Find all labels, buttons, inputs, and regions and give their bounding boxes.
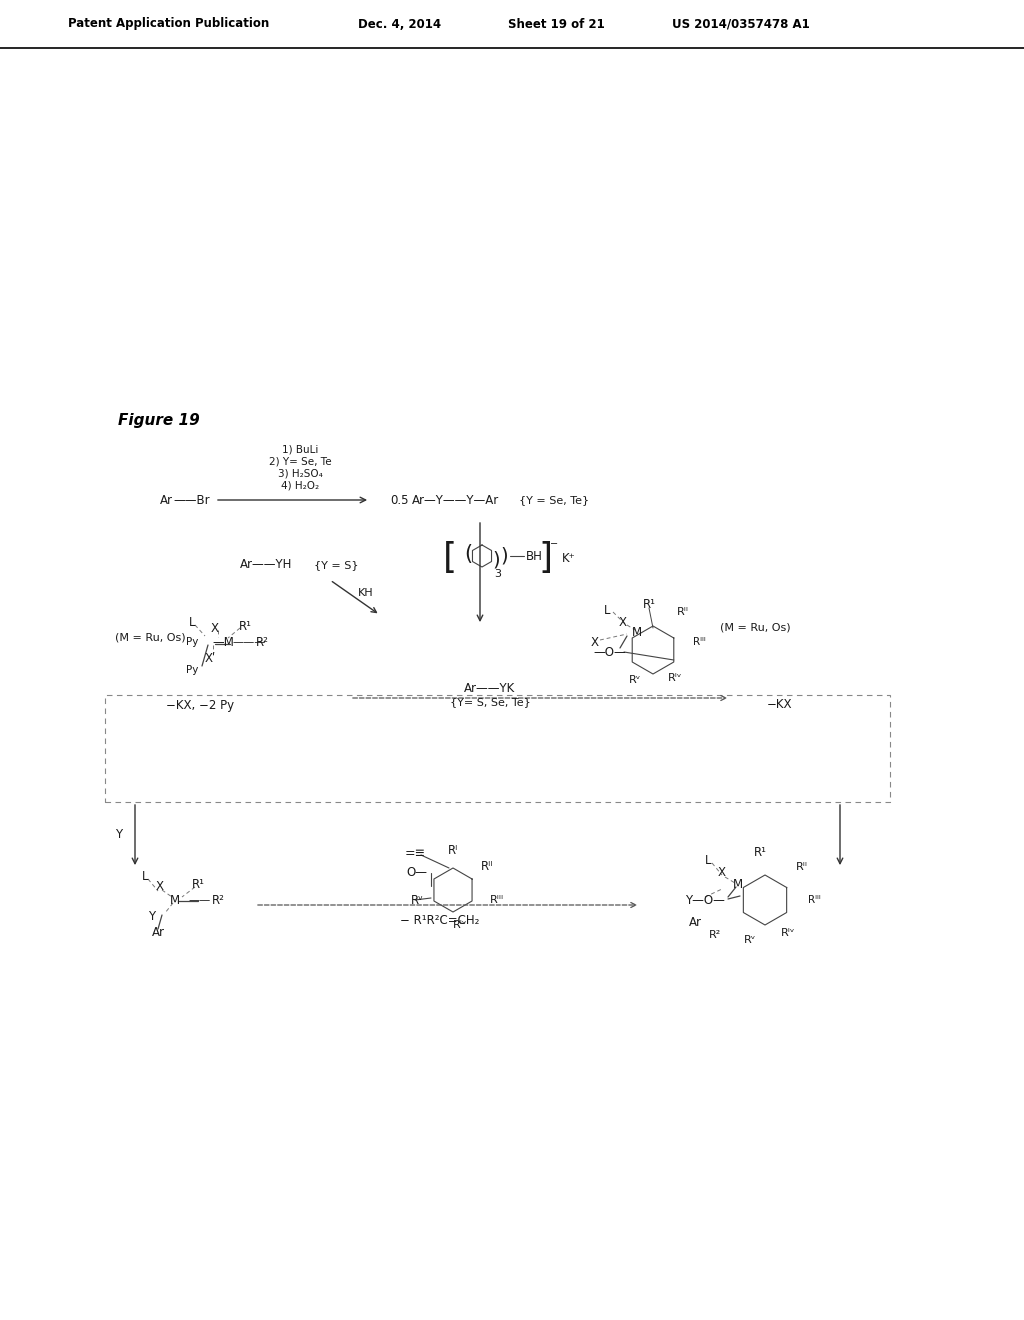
Text: Figure 19: Figure 19 [118,412,200,428]
Text: 3) H₂SO₄: 3) H₂SO₄ [278,469,323,479]
Text: Rᵛ: Rᵛ [629,675,641,685]
Text: R¹: R¹ [191,879,205,891]
Text: Rᴵᵛ: Rᴵᵛ [780,928,796,939]
Text: R²: R² [256,635,269,648]
Text: R¹: R¹ [642,598,655,611]
Text: Patent Application Publication: Patent Application Publication [68,17,269,30]
Text: L: L [141,870,148,883]
Text: [: [ [443,541,457,576]
Text: L: L [188,615,196,628]
Text: Ar——YK: Ar——YK [464,681,516,694]
Text: M: M [170,894,180,907]
Text: US 2014/0357478 A1: US 2014/0357478 A1 [672,17,810,30]
Text: M: M [632,626,642,639]
Text: R¹: R¹ [754,846,767,859]
Text: X: X [211,622,219,635]
Text: —O—: —O— [594,645,627,659]
Text: KH: KH [358,587,374,598]
Text: X: X [718,866,726,879]
Text: {Y= S, Se, Te}: {Y= S, Se, Te} [450,697,530,708]
Text: Rᴵ: Rᴵ [447,843,458,857]
Text: −KX: −KX [767,698,793,711]
Text: Ar—Y——Y—Ar: Ar—Y——Y—Ar [412,494,500,507]
Text: {Y = S}: {Y = S} [307,560,358,570]
Text: X: X [591,635,599,648]
Text: Y—O—: Y—O— [685,894,725,907]
Text: ): ) [500,546,508,565]
Text: 3: 3 [495,569,502,579]
Text: Sheet 19 of 21: Sheet 19 of 21 [508,17,605,30]
Text: Rᵛ: Rᵛ [743,935,756,945]
Text: X: X [618,615,627,628]
Text: ——: —— [188,895,211,906]
Text: M: M [733,879,743,891]
Text: Y: Y [148,911,156,924]
Text: BH: BH [526,549,543,562]
Text: ———: ——— [232,638,265,647]
Text: Rᴵᴵ: Rᴵᴵ [796,862,808,873]
Text: L: L [705,854,712,866]
Text: R¹: R¹ [239,619,252,632]
Text: Rᴵᴵ: Rᴵᴵ [677,607,689,616]
Text: Rᴵᴵᴵ: Rᴵᴵᴵ [808,895,821,906]
Text: Rᵛ: Rᵛ [411,894,424,907]
Text: 2) Y= Se, Te: 2) Y= Se, Te [268,457,332,467]
Text: Py: Py [185,638,198,647]
Text: Py: Py [185,665,198,675]
Text: Ar: Ar [160,494,173,507]
Text: 1) BuLi: 1) BuLi [282,445,318,455]
Text: − R¹R²C=CH₂: − R¹R²C=CH₂ [400,913,479,927]
Text: L: L [604,603,610,616]
Text: Dec. 4, 2014: Dec. 4, 2014 [358,17,441,30]
Text: Rᴵᴵᴵ: Rᴵᴵᴵ [490,895,504,906]
Text: Rᴵᵛ: Rᴵᵛ [668,673,682,682]
Text: R²: R² [709,931,721,940]
Text: (M = Ru, Os): (M = Ru, Os) [115,634,185,643]
Text: Rᴵᴵᴵ: Rᴵᴵᴵ [693,638,706,647]
Text: ): ) [493,550,500,569]
Text: Ar——YH: Ar——YH [240,558,293,572]
Text: {Y = Se, Te}: {Y = Se, Te} [512,495,589,506]
Text: ]: ] [539,541,553,576]
Text: (M = Ru, Os): (M = Ru, Os) [720,623,791,634]
Text: Ar: Ar [688,916,701,929]
Text: (: ( [464,544,472,564]
Text: −KX, −2 Py: −KX, −2 Py [166,698,234,711]
Text: —M: —M [212,635,233,648]
Text: Rᴵᵛ: Rᴵᵛ [453,920,467,931]
Text: O—: O— [406,866,427,879]
Text: R²: R² [212,894,224,907]
Text: Xʹ: Xʹ [205,652,216,664]
Text: Y: Y [115,829,122,842]
Text: ——Br: ——Br [173,494,210,507]
Text: −: − [550,539,558,549]
Text: X: X [156,880,164,894]
Text: K⁺: K⁺ [562,552,575,565]
Text: Ar: Ar [152,927,165,940]
Text: 4) H₂O₂: 4) H₂O₂ [281,480,319,491]
Text: 0.5: 0.5 [390,494,409,507]
Text: =≡: =≡ [404,846,426,859]
Text: Rᴵᴵ: Rᴵᴵ [481,861,494,874]
